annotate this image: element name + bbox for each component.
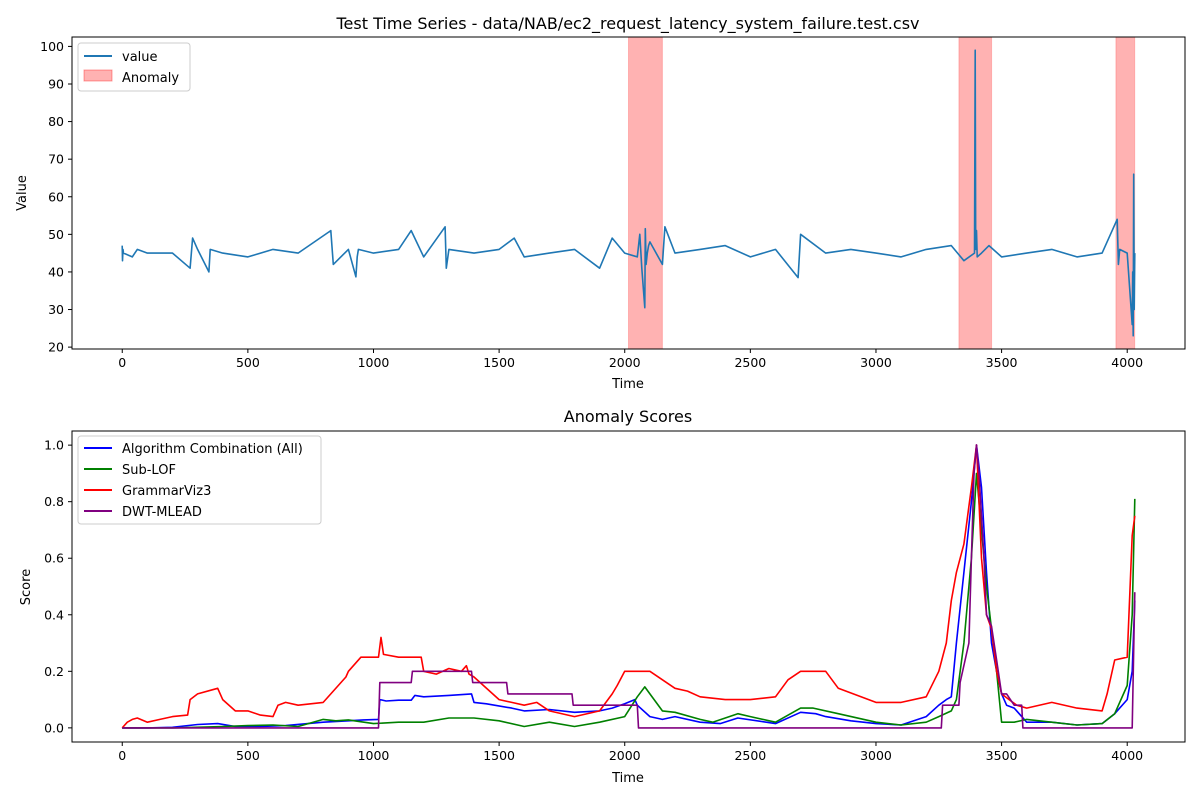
- legend-swatch-anomaly: [83, 69, 113, 82]
- legend-label-grammarviz3: GrammarViz3: [122, 484, 211, 499]
- time-series-y-axis-label: Value: [15, 175, 30, 211]
- time-series-y-ticks: 20 30 40 50 60 70 80 90 100: [40, 39, 72, 355]
- x-tick-label-3000: 3000: [860, 748, 892, 763]
- time-series-x-ticks: 0 500 1000 1500 2000 2500 3000 3500 4000: [118, 349, 1143, 370]
- y-tick-label-1-0: 1.0: [44, 438, 64, 453]
- x-tick-label-3500: 3500: [986, 748, 1018, 763]
- x-tick-label-500: 500: [236, 748, 260, 763]
- series-line-value: [121, 49, 1136, 337]
- time-series-legend: value Anomaly: [77, 42, 191, 92]
- y-tick-label-40: 40: [48, 264, 64, 279]
- x-tick-label-4000: 4000: [1111, 355, 1143, 370]
- anomaly-scores-axes-frame: [71, 430, 1186, 743]
- x-tick-label-1000: 1000: [358, 748, 390, 763]
- x-tick-label-3500: 3500: [986, 355, 1018, 370]
- x-tick-label-2500: 2500: [734, 748, 766, 763]
- anomaly-scores-y-axis-label: Score: [19, 569, 34, 605]
- y-tick-label-0-6: 0.6: [44, 551, 64, 566]
- y-tick-label-20: 20: [48, 340, 64, 355]
- x-tick-label-3000: 3000: [860, 355, 892, 370]
- y-tick-label-90: 90: [48, 76, 64, 91]
- x-tick-label-1500: 1500: [483, 355, 515, 370]
- x-tick-label-4000: 4000: [1111, 748, 1143, 763]
- legend-label-dwt-mlead: DWT-MLEAD: [122, 505, 202, 520]
- legend-label-value: value: [122, 50, 158, 65]
- y-tick-label-50: 50: [48, 227, 64, 242]
- time-series-anomaly-bands: [628, 36, 1136, 350]
- x-tick-label-2500: 2500: [734, 355, 766, 370]
- series-line-dwt-mlead: [122, 444, 1136, 729]
- legend-label-sub-lof: Sub-LOF: [122, 463, 176, 478]
- time-series-title: Test Time Series - data/NAB/ec2_request_…: [336, 14, 920, 34]
- y-tick-label-100: 100: [40, 39, 64, 54]
- series-line-sub-lof: [122, 472, 1136, 729]
- anomaly-scores-x-ticks: 0 500 1000 1500 2000 2500 3000 3500 4000: [118, 742, 1143, 763]
- anomaly-scores-x-axis-label: Time: [611, 771, 644, 786]
- time-series-lines: [121, 49, 1136, 337]
- y-tick-label-0-2: 0.2: [44, 664, 64, 679]
- y-tick-label-0-8: 0.8: [44, 494, 64, 509]
- x-tick-label-0: 0: [118, 748, 126, 763]
- time-series-x-axis-label: Time: [611, 377, 644, 392]
- x-tick-label-1000: 1000: [358, 355, 390, 370]
- time-series-axes-frame: [71, 36, 1186, 350]
- x-tick-label-1500: 1500: [483, 748, 515, 763]
- legend-label-algorithm-combination: Algorithm Combination (All): [122, 442, 303, 457]
- y-tick-label-30: 30: [48, 302, 64, 317]
- x-tick-label-2000: 2000: [609, 355, 641, 370]
- anomaly-scores-legend-box: [77, 435, 322, 525]
- anomaly-scores-y-ticks: 0.0 0.2 0.4 0.6 0.8 1.0: [44, 438, 72, 735]
- anomaly-scores-title: Anomaly Scores: [564, 407, 692, 426]
- y-tick-label-70: 70: [48, 152, 64, 167]
- y-tick-label-0-4: 0.4: [44, 607, 64, 622]
- y-tick-label-80: 80: [48, 114, 64, 129]
- anomaly-scores-chart: Anomaly Scores 0 500 1000 1500 2000 2500 3000 3…: [19, 407, 1186, 786]
- anomaly-scores-legend: Algorithm Combination (All) Sub-LOF Gram…: [77, 435, 322, 525]
- anomaly-scores-lines: [121, 444, 1136, 729]
- y-tick-label-0-0: 0.0: [44, 720, 64, 735]
- x-tick-label-500: 500: [236, 355, 260, 370]
- x-tick-label-0: 0: [118, 355, 126, 370]
- y-tick-label-60: 60: [48, 189, 64, 204]
- x-tick-label-2000: 2000: [609, 748, 641, 763]
- time-series-chart: Test Time Series - data/NAB/ec2_request_…: [15, 14, 1186, 392]
- legend-label-anomaly: Anomaly: [122, 71, 179, 86]
